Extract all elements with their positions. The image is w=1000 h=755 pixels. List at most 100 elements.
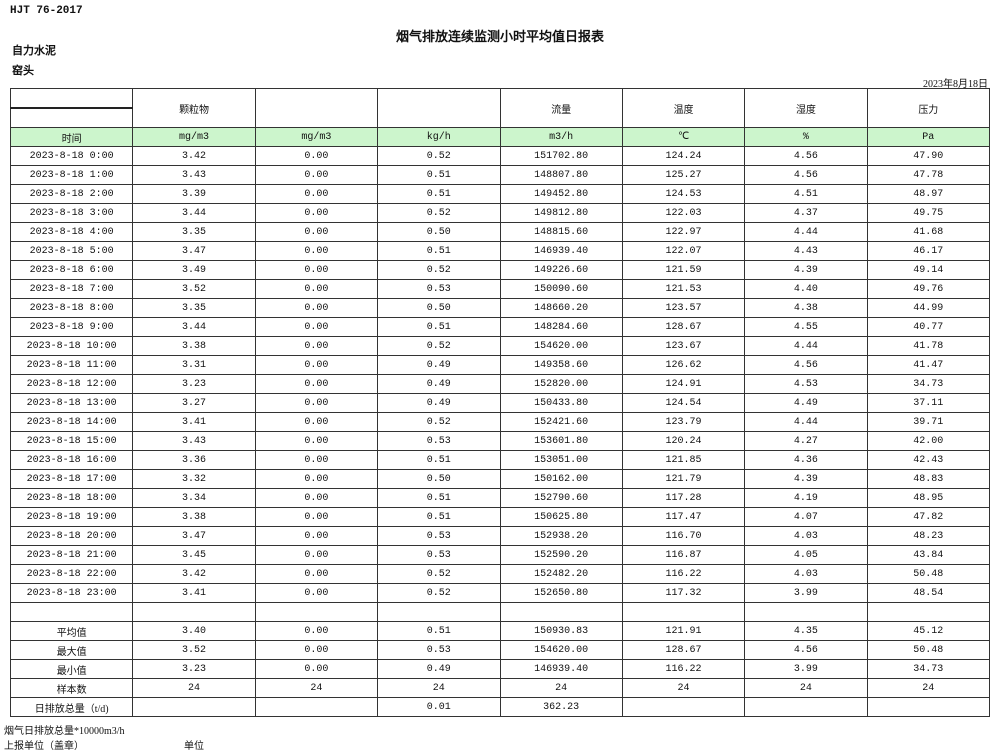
table-cell: 0.50 (377, 222, 501, 242)
table-row: 2023-8-18 17:00 3.32 0.00 0.50 150162.00 121.… (9, 469, 991, 489)
table-cell: 150162.00 (499, 469, 623, 489)
table-cell: 124.53 (621, 184, 746, 204)
table-cell (132, 602, 256, 622)
table-cell: 4.43 (744, 241, 868, 261)
summary-cell: 121.91 (621, 621, 746, 641)
table-cell: 0.53 (377, 545, 501, 565)
unit-cell: ℃ (621, 127, 746, 147)
table-row: 2023-8-18 23:00 3.41 0.00 0.52 152650.80 117.… (9, 583, 991, 603)
table-cell: 41.78 (866, 336, 991, 356)
table-cell: 0.52 (377, 412, 501, 432)
table-cell: 4.44 (744, 412, 868, 432)
summary-cell: 0.51 (377, 621, 501, 641)
table-cell: 153601.80 (499, 431, 623, 451)
table-row: 2023-8-18 13:00 3.27 0.00 0.49 150433.80 124.… (9, 393, 991, 413)
table-cell: 4.36 (744, 450, 868, 470)
table-cell: 0.00 (254, 355, 379, 375)
table-cell: 0.00 (254, 184, 379, 204)
table-row: 2023-8-18 3:00 3.44 0.00 0.52 149812.80 122.0… (9, 203, 991, 223)
table-cell: 3.41 (132, 583, 256, 603)
table-cell: 43.84 (866, 545, 991, 565)
table-row: 2023-8-18 2:00 3.39 0.00 0.51 149452.80 124.5… (9, 184, 991, 204)
table-cell: 4.44 (744, 336, 868, 356)
table-cell: 0.52 (377, 564, 501, 584)
table-row: 2023-8-18 14:00 3.41 0.00 0.52 152421.60 123.… (9, 412, 991, 432)
table-cell: 0.49 (377, 355, 501, 375)
table-cell: 44.99 (866, 298, 991, 318)
table-cell: 3.42 (132, 146, 256, 166)
table-cell: 0.49 (377, 374, 501, 394)
table-cell: 4.05 (744, 545, 868, 565)
table-cell: 3.39 (132, 184, 256, 204)
table-cell: 41.47 (866, 355, 991, 375)
table-cell: 3.35 (132, 222, 256, 242)
table-cell (499, 602, 623, 622)
table-cell: 3.42 (132, 564, 256, 584)
summary-cell: 0.00 (254, 640, 379, 660)
table-cell: 40.77 (866, 317, 991, 337)
summary-cell: 0.00 (254, 659, 379, 679)
table-cell: 47.90 (866, 146, 991, 166)
summary-cell: 24 (866, 678, 991, 698)
table-cell: 116.22 (621, 564, 746, 584)
table-cell: 0.00 (254, 222, 379, 242)
table-cell: 4.56 (744, 165, 868, 185)
table-row: 2023-8-18 8:00 3.35 0.00 0.50 148660.20 123.5… (9, 298, 991, 318)
table-cell: 4.56 (744, 355, 868, 375)
table-cell: 0.52 (377, 203, 501, 223)
table-cell: 4.03 (744, 526, 868, 546)
reporter-label: 上报单位（盖章） (4, 741, 84, 752)
table-row: 2023-8-18 0:00 3.42 0.00 0.52 151702.80 124.2… (9, 146, 991, 166)
table-cell: 47.78 (866, 165, 991, 185)
summary-cell: 0.01 (377, 697, 501, 717)
table-cell: 3.27 (132, 393, 256, 413)
summary-cell: 4.35 (744, 621, 868, 641)
table-cell: 152650.80 (499, 583, 623, 603)
summary-cell: 128.67 (621, 640, 746, 660)
table-row: 2023-8-18 21:00 3.45 0.00 0.53 152590.20 116.… (9, 545, 991, 565)
table-cell: 0.52 (377, 260, 501, 280)
table-cell: 122.97 (621, 222, 746, 242)
table-cell: 3.23 (132, 374, 256, 394)
table-cell: 3.49 (132, 260, 256, 280)
table-cell: 46.17 (866, 241, 991, 261)
table-cell: 50.48 (866, 564, 991, 584)
header-cell (9, 88, 134, 109)
table-cell: 2023-8-18 20:00 (9, 526, 134, 546)
table-cell: 152820.00 (499, 374, 623, 394)
table-row: 2023-8-18 12:00 3.23 0.00 0.49 152820.00 124.… (9, 374, 991, 394)
company-name: 自力水泥 (12, 45, 56, 57)
column-header: 流量 (499, 88, 623, 128)
summary-cell: 24 (621, 678, 746, 698)
summary-cell: 24 (254, 678, 379, 698)
table-cell: 0.51 (377, 507, 501, 527)
table-cell: 39.71 (866, 412, 991, 432)
table-cell: 152938.20 (499, 526, 623, 546)
table-row: 2023-8-18 19:00 3.38 0.00 0.51 150625.80 117.… (9, 507, 991, 527)
table-cell: 120.24 (621, 431, 746, 451)
table-cell: 2023-8-18 1:00 (9, 165, 134, 185)
table-cell: 121.59 (621, 260, 746, 280)
header-cell (9, 107, 134, 128)
table-cell: 3.52 (132, 279, 256, 299)
table-cell: 3.44 (132, 203, 256, 223)
table-cell: 47.82 (866, 507, 991, 527)
table-cell: 0.50 (377, 298, 501, 318)
summary-row: 平均值 3.40 0.00 0.51 150930.83 121.91 4.35 45.12 (9, 621, 991, 641)
table-cell: 49.76 (866, 279, 991, 299)
table-cell (866, 602, 991, 622)
table-cell: 2023-8-18 14:00 (9, 412, 134, 432)
table-cell: 0.52 (377, 583, 501, 603)
table-cell: 2023-8-18 17:00 (9, 469, 134, 489)
table-cell: 3.45 (132, 545, 256, 565)
table-cell: 117.32 (621, 583, 746, 603)
summary-cell: 362.23 (499, 697, 623, 717)
table-cell: 4.39 (744, 260, 868, 280)
column-header: 颗粒物 (132, 88, 256, 128)
table-cell: 3.31 (132, 355, 256, 375)
table-cell: 0.00 (254, 203, 379, 223)
table-cell: 2023-8-18 0:00 (9, 146, 134, 166)
table-cell: 37.11 (866, 393, 991, 413)
table-cell: 125.27 (621, 165, 746, 185)
column-header: 温度 (621, 88, 746, 128)
